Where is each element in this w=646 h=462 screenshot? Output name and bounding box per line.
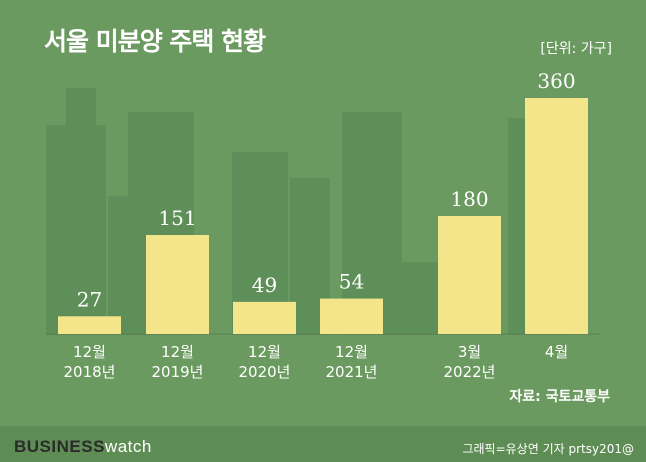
value-label-5: 360 — [537, 69, 575, 93]
value-label-1: 151 — [158, 206, 196, 230]
category-label-3-1: 2021년 — [326, 363, 378, 381]
bar-1 — [146, 235, 209, 334]
unit-label: [단위: 가구] — [540, 41, 612, 57]
source-label: 자료: 국토교통부 — [509, 389, 610, 405]
brand-logo: BUSINESSwatch — [14, 437, 152, 457]
category-label-1-1: 2019년 — [152, 363, 204, 381]
value-label-4: 180 — [450, 187, 488, 211]
category-label-5-0: 4월 — [545, 343, 568, 361]
category-label-0-0: 12월 — [73, 343, 106, 361]
brand-part2: watch — [104, 437, 152, 456]
bar-4 — [438, 216, 501, 334]
bar-5 — [525, 98, 588, 334]
bar-0 — [58, 316, 121, 334]
graphic-credit: 그래픽=유상연 기자 prtsy201@ — [462, 442, 634, 456]
value-label-3: 54 — [339, 270, 364, 294]
bar-chart: 27 12월 2018년 151 12월 2019년 49 12월 2020년 54 12월 2021… — [46, 69, 600, 381]
bar-3 — [320, 298, 383, 334]
category-label-2-1: 2020년 — [239, 363, 291, 381]
value-label-0: 27 — [77, 287, 102, 311]
bar-2 — [233, 301, 296, 334]
category-label-1-0: 12월 — [161, 343, 194, 361]
category-label-2-0: 12월 — [248, 343, 281, 361]
chart-title: 서울 미분양 주택 현황 — [44, 27, 266, 56]
category-label-4-0: 3월 — [458, 343, 481, 361]
brand-part1: BUSINESS — [14, 437, 105, 456]
value-label-2: 49 — [252, 273, 277, 297]
category-label-0-1: 2018년 — [64, 363, 116, 381]
category-label-4-1: 2022년 — [444, 363, 496, 381]
category-label-3-0: 12월 — [335, 343, 368, 361]
footer-bar — [0, 426, 646, 462]
